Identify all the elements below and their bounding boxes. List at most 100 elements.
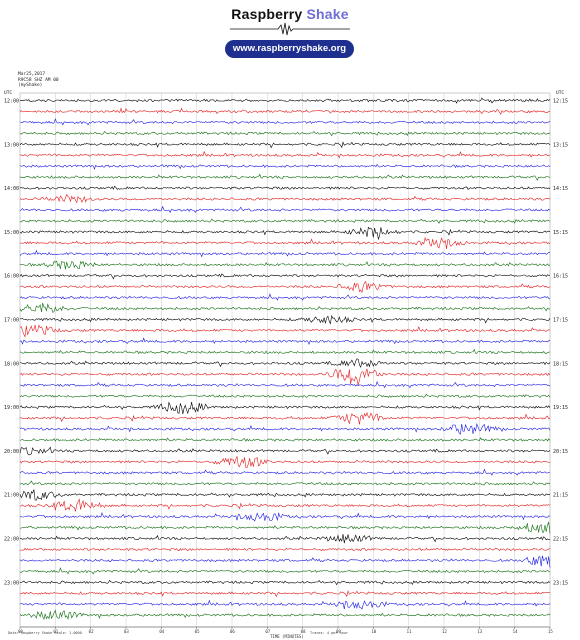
seismic-trace [19,393,551,398]
x-tick-label: 12 [442,629,447,634]
seismic-trace [19,185,551,190]
utc-left-label: UTC [4,91,13,96]
hour-label: 16:00 [4,274,19,280]
hour-label: 13:00 [4,142,19,148]
seismic-trace [19,579,551,586]
brand-name-accent: Shake [306,6,349,22]
seismic-trace [19,236,551,250]
x-axis-title: TIME (MINUTES) [270,634,304,639]
data-source: (myShake) [18,83,43,88]
seismic-trace [19,348,551,355]
right-hour-label: 15:15 [553,230,568,236]
seismic-trace [19,226,551,241]
seismic-trace [19,422,551,435]
seismic-trace [19,511,551,522]
right-hour-label: 21:15 [553,493,568,499]
seismic-trace [19,163,551,170]
brand-title: Raspberry Shake [0,6,580,22]
x-tick-label: 00 [18,629,23,634]
footer-right-note: Traces: 4 per hour [310,631,348,635]
hour-label: 15:00 [4,230,19,236]
footer-left-note: Data: Raspberry Shake Scale: 1.0000 [8,631,82,635]
seismic-trace [19,609,551,621]
seismic-trace [19,534,551,544]
right-hour-label: 13:15 [553,142,568,148]
seismic-trace [19,193,551,204]
hour-label: 20:00 [4,449,19,455]
seismic-trace [19,547,551,552]
x-tick-label: 09 [336,629,341,634]
x-tick-label: 05 [195,629,200,634]
x-tick-label: 03 [124,629,129,634]
seismic-trace [19,521,551,534]
brand-header: Raspberry Shake [0,6,580,36]
x-tick-label: 13 [477,629,482,634]
website-url-link[interactable]: www.raspberryshake.org [225,40,354,58]
seismic-trace [19,324,551,338]
x-tick-label: 04 [159,629,164,634]
station-header: Mar25,2017 R9C58 SHZ AM 00 (myShake) [18,72,59,89]
seismic-trace [19,480,551,486]
right-hour-label: 14:15 [553,186,568,192]
seismic-trace [19,455,551,469]
utc-right-label: UTC [556,91,565,96]
right-hour-label: 22:15 [553,536,568,542]
seismic-trace [19,173,551,181]
seismic-trace [19,218,551,224]
x-tick-label: 01 [53,629,58,634]
recording-date: Mar25,2017 [18,72,46,77]
right-hour-label: 18:15 [553,361,568,367]
hour-label: 14:00 [4,186,19,192]
seismic-trace [19,590,550,598]
right-hour-label: 16:15 [553,274,568,280]
seismic-trace [19,411,551,425]
seismic-trace [19,302,551,313]
seismic-trace [19,368,551,386]
seismic-trace [19,498,551,512]
brand-name: Raspberry [231,6,303,22]
seismic-trace [19,555,551,568]
seismic-trace [19,97,551,104]
x-tick-label: 02 [89,629,94,634]
hour-label: 21:00 [4,493,19,499]
right-hour-label: 17:15 [553,317,568,323]
seismic-trace [19,150,551,159]
seismic-trace [19,141,551,149]
hour-label: 22:00 [4,536,19,542]
right-hour-label: 20:15 [553,449,568,455]
seismic-trace [19,118,551,126]
seismic-trace [19,273,551,280]
x-tick-label: 07 [265,629,270,634]
right-hour-label: 12:15 [553,98,568,104]
seismic-wave-logo-icon [230,22,350,36]
right-hour-label: 19:15 [553,405,568,411]
plot-frame [19,92,551,628]
seismic-trace [19,293,551,301]
hour-label: 19:00 [4,405,19,411]
seismic-trace [19,205,551,214]
x-tick-label: 06 [230,629,235,634]
hour-label: 18:00 [4,361,19,367]
seismic-trace [19,280,551,294]
x-tick-label: 10 [371,629,376,634]
seismic-trace [19,446,551,456]
hour-label: 17:00 [4,317,19,323]
seismic-trace [19,260,551,270]
right-hour-label: 23:15 [553,580,568,586]
seismic-trace [20,314,551,325]
seismic-trace [19,130,551,137]
x-tick-label: 11 [407,629,412,634]
seismic-trace [19,437,551,442]
seismic-trace [19,107,551,115]
seismic-trace [19,358,551,368]
x-tick-label: 15 [548,629,553,634]
station-code: R9C58 SHZ AM 00 [18,77,59,83]
seismic-trace [19,337,551,346]
seismic-trace [19,401,551,415]
x-tick-label: 08 [301,629,306,634]
seismic-trace [19,489,551,501]
x-tick-label: 14 [513,629,518,634]
hour-label: 12:00 [4,98,19,104]
hour-label: 23:00 [4,580,19,586]
